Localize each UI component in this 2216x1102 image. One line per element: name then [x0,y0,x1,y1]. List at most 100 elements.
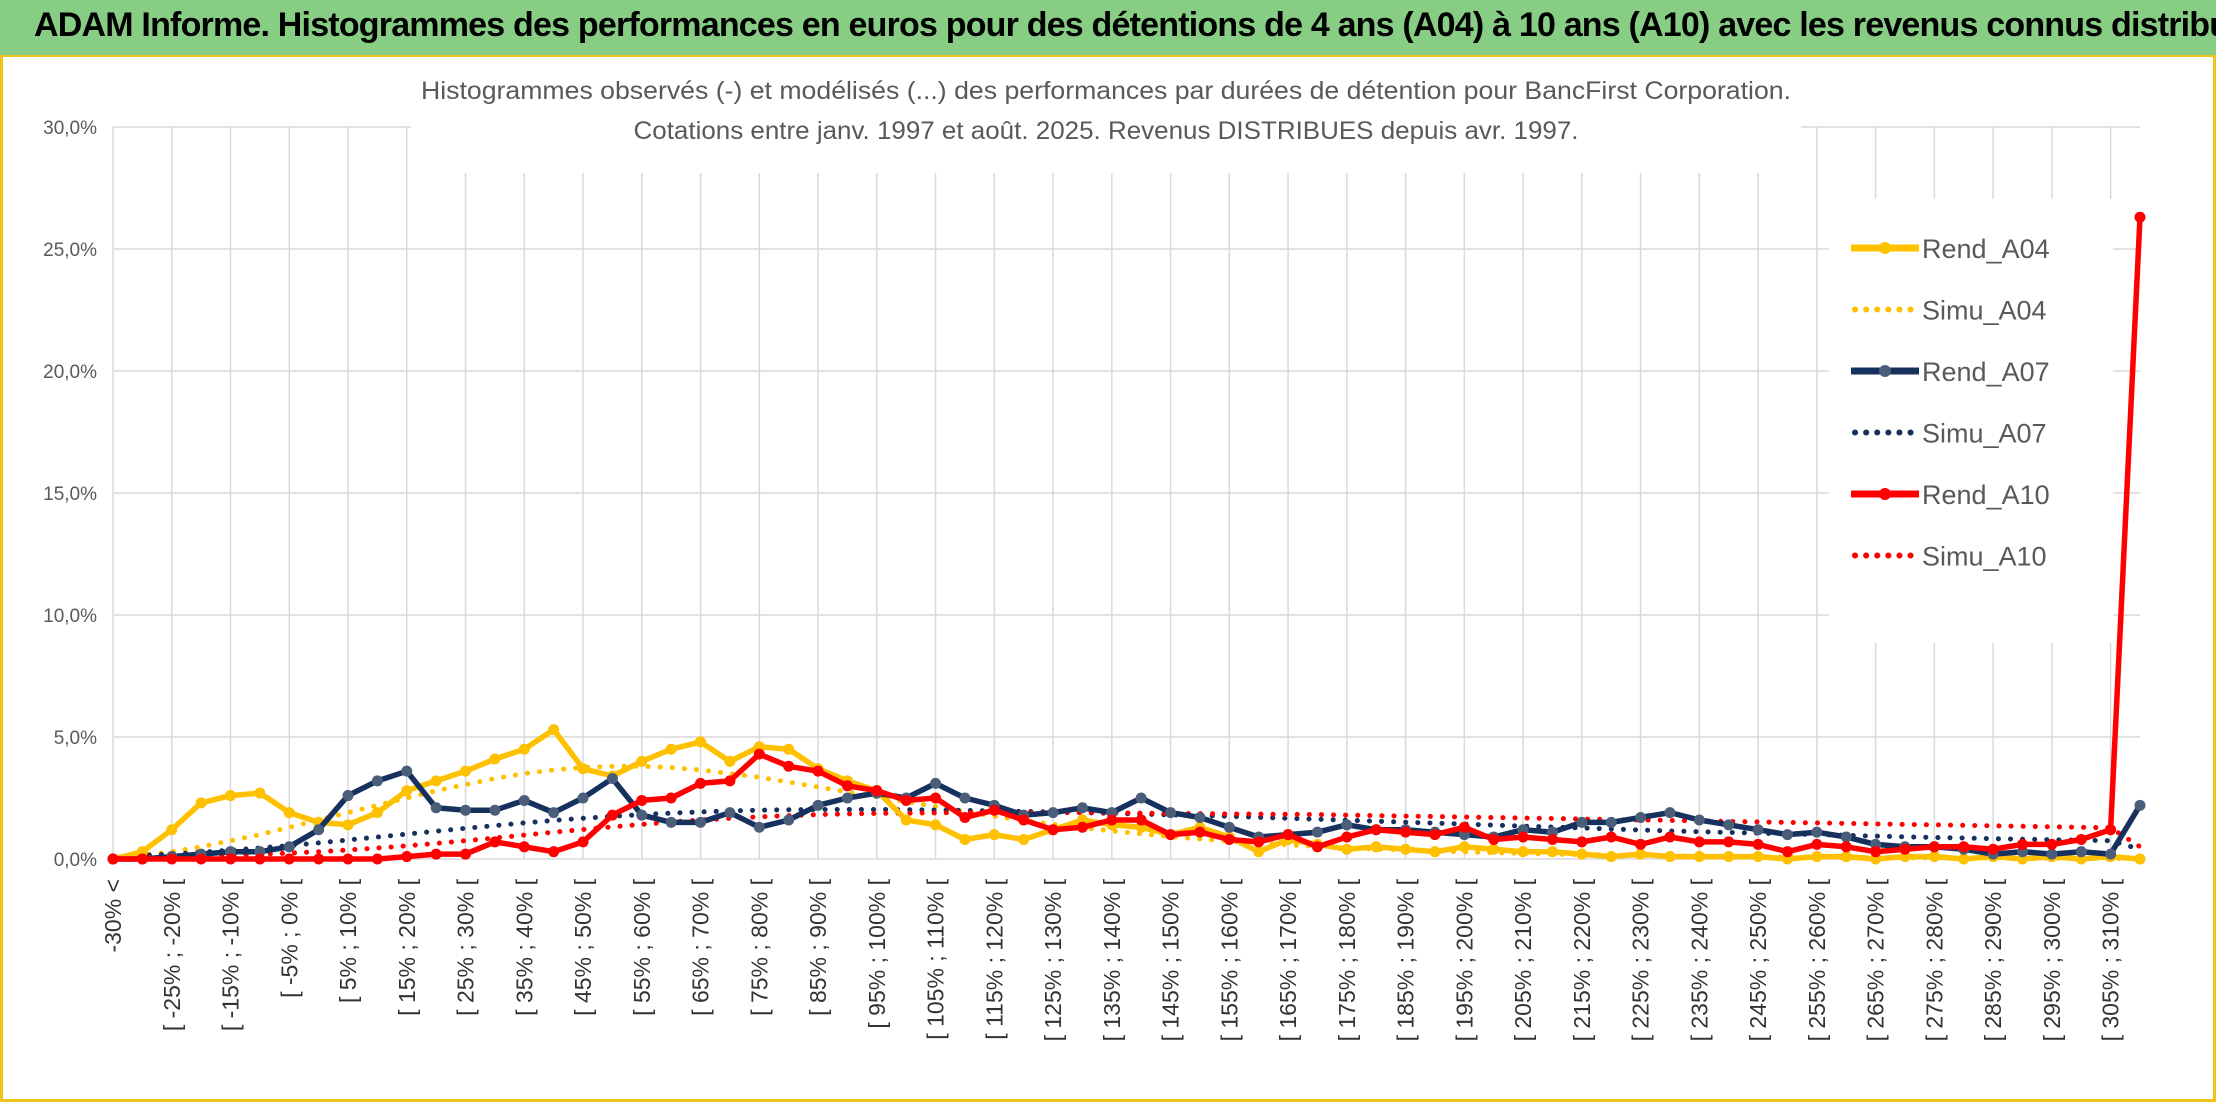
data-point-rend-a10 [1429,829,1441,841]
data-point-rend-a04 [1928,851,1940,863]
data-point-rend-a10 [900,794,912,806]
x-tick-label: [ -25% ; -20% [ [159,878,185,1031]
x-tick-label: [ 55% ; 60% [ [629,878,655,1015]
data-point-rend-a10 [1253,836,1265,848]
data-point-rend-a10 [1664,831,1676,843]
data-point-rend-a10 [1370,824,1382,836]
data-point-rend-a04 [1400,843,1412,855]
x-tick-label: [ 95% ; 100% [ [864,878,890,1028]
chart-title-line: Cotations entre janv. 1997 et août. 2025… [634,117,1579,145]
data-point-rend-a07 [1341,819,1353,831]
chart-legend: Rend_A04 Simu_A04 Rend_A07 Simu_A07 Rend_A10… [1829,199,2113,643]
data-point-rend-a10 [753,748,765,760]
data-point-rend-a04 [254,787,266,799]
data-point-rend-a07 [548,807,560,819]
data-point-rend-a07 [753,821,765,833]
data-point-rend-a07 [283,841,295,853]
x-tick-label: [ 125% ; 130% [ [1040,878,1066,1041]
data-point-rend-a10 [783,760,795,772]
legend-marker [1879,488,1891,500]
legend-label: Rend_A04 [1922,234,2050,264]
data-point-rend-a10 [988,804,1000,816]
data-point-rend-a04 [1723,851,1735,863]
data-point-rend-a10 [665,792,677,804]
legend-entry-rend-a10: Rend_A10 [1851,480,2050,510]
data-point-rend-a10 [1811,838,1823,850]
data-point-rend-a10 [371,853,383,865]
data-point-rend-a10 [195,853,207,865]
data-point-rend-a10 [1870,846,1882,858]
data-point-rend-a07 [1605,816,1617,828]
data-point-rend-a04 [1488,843,1500,855]
data-point-rend-a04 [1635,848,1647,860]
data-point-rend-a10 [313,853,325,865]
data-point-rend-a10 [254,853,266,865]
x-tick-label: [ 195% ; 200% [ [1451,878,1477,1041]
data-point-rend-a10 [548,846,560,858]
data-point-rend-a07 [665,816,677,828]
data-point-rend-a10 [2046,838,2058,850]
data-point-rend-a07 [1076,802,1088,814]
data-point-rend-a10 [1106,814,1118,826]
x-tick-label: [ 285% ; 290% [ [1980,878,2006,1041]
data-point-rend-a04 [1811,851,1823,863]
data-point-rend-a10 [430,848,442,860]
data-point-rend-a04 [430,775,442,787]
data-point-rend-a10 [1282,829,1294,841]
data-point-rend-a04 [489,753,501,765]
series-rend-a04 [107,724,2146,865]
data-point-rend-a07 [313,824,325,836]
report-title: ADAM Informe. Histogrammes des performan… [34,6,2216,44]
data-point-rend-a07 [1223,821,1235,833]
data-point-rend-a10 [1165,829,1177,841]
data-point-rend-a10 [1546,833,1558,845]
data-point-rend-a10 [460,848,472,860]
data-point-rend-a10 [1018,814,1030,826]
data-point-rend-a04 [665,743,677,755]
data-point-rend-a10 [959,812,971,824]
series-line-rend-a10 [113,217,2143,862]
series-line-simu-a10 [110,810,2143,861]
data-point-rend-a07 [430,802,442,814]
data-point-rend-a10 [1840,841,1852,853]
legend-entry-simu-a04: Simu_A04 [1852,296,2047,326]
data-point-rend-a04 [342,819,354,831]
y-tick-label: 5,0% [54,728,97,749]
data-point-rend-a10 [283,853,295,865]
x-tick-label: [ 35% ; 40% [ [511,878,537,1015]
data-point-rend-a10 [166,853,178,865]
data-point-rend-a07 [1635,812,1647,824]
data-point-rend-a04 [783,743,795,755]
data-point-rend-a04 [371,807,383,819]
x-tick-label: [ 115% ; 120% [ [981,878,1007,1039]
data-point-rend-a04 [166,824,178,836]
x-tick-label: [ 135% ; 140% [ [1099,878,1125,1041]
series-simu-a10 [110,810,2143,861]
data-point-rend-a04 [930,819,942,831]
x-tick-label: [ 235% ; 240% [ [1686,878,1712,1041]
x-tick-label: [ 145% ; 150% [ [1158,878,1184,1041]
series-line-rend-a07 [113,768,2143,862]
data-point-rend-a04 [1605,851,1617,863]
data-point-rend-a04 [1840,851,1852,863]
data-point-rend-a07 [577,792,589,804]
data-point-rend-a10 [1047,824,1059,836]
x-tick-label: [ 165% ; 170% [ [1275,878,1301,1041]
y-tick-label: 10,0% [43,606,97,627]
data-point-rend-a07 [636,809,648,821]
data-point-rend-a10 [2134,211,2146,223]
data-point-rend-a04 [724,755,736,767]
data-point-rend-a10 [1341,831,1353,843]
data-point-rend-a07 [724,807,736,819]
data-point-rend-a10 [136,853,148,865]
data-point-rend-a10 [2016,838,2028,850]
x-axis-tick-labels: -30% < [ -25% ; -20% [[ -15% ; -10% [[ -5… [100,878,2124,1041]
chart-title-line: Histogrammes observés (-) et modélisés (… [421,77,1791,105]
data-point-rend-a07 [518,794,530,806]
data-point-rend-a04 [1429,846,1441,858]
data-point-rend-a04 [283,807,295,819]
data-point-rend-a07 [1840,831,1852,843]
data-point-rend-a04 [195,797,207,809]
data-point-rend-a07 [1194,812,1206,824]
legend-label: Simu_A10 [1922,542,2047,572]
